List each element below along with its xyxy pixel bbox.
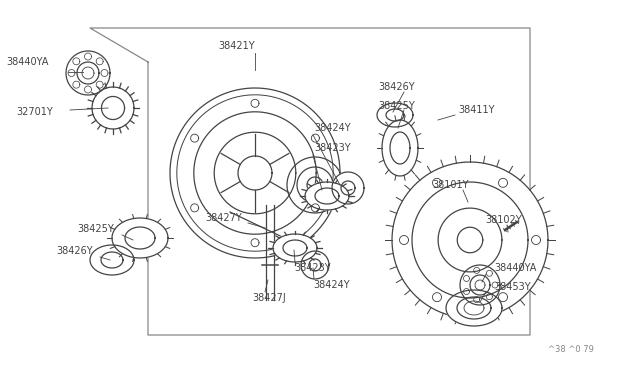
Polygon shape (392, 162, 548, 318)
Polygon shape (273, 234, 317, 262)
Text: 38427J: 38427J (252, 293, 285, 303)
Polygon shape (301, 251, 329, 279)
Text: 38440YA: 38440YA (494, 263, 536, 273)
Text: 38101Y: 38101Y (432, 180, 468, 190)
Text: 32701Y: 32701Y (16, 107, 52, 117)
Text: 38421Y: 38421Y (218, 41, 255, 51)
Text: 38424Y: 38424Y (313, 280, 349, 290)
Polygon shape (446, 290, 502, 326)
Text: 38102Y: 38102Y (485, 215, 522, 225)
Text: ^38 ^0 79: ^38 ^0 79 (548, 345, 594, 354)
Text: 38426Y: 38426Y (378, 82, 415, 92)
Polygon shape (112, 218, 168, 258)
Polygon shape (92, 87, 134, 129)
Polygon shape (305, 182, 349, 210)
Polygon shape (170, 88, 340, 258)
Text: 38411Y: 38411Y (458, 105, 495, 115)
Text: 38440YA: 38440YA (6, 57, 49, 67)
Text: 38424Y: 38424Y (314, 123, 351, 133)
Polygon shape (377, 103, 413, 127)
Polygon shape (287, 157, 343, 213)
Polygon shape (66, 51, 110, 95)
Polygon shape (382, 120, 418, 176)
Polygon shape (332, 172, 364, 204)
Polygon shape (90, 245, 134, 275)
Text: 38423Y: 38423Y (314, 143, 351, 153)
Text: 38453Y: 38453Y (494, 282, 531, 292)
Text: 38423Y: 38423Y (294, 263, 331, 273)
Text: 38426Y: 38426Y (56, 246, 93, 256)
Text: 38425Y: 38425Y (378, 101, 415, 111)
Text: 38425Y: 38425Y (77, 224, 114, 234)
Text: 38427Y: 38427Y (205, 213, 242, 223)
Polygon shape (460, 265, 500, 305)
